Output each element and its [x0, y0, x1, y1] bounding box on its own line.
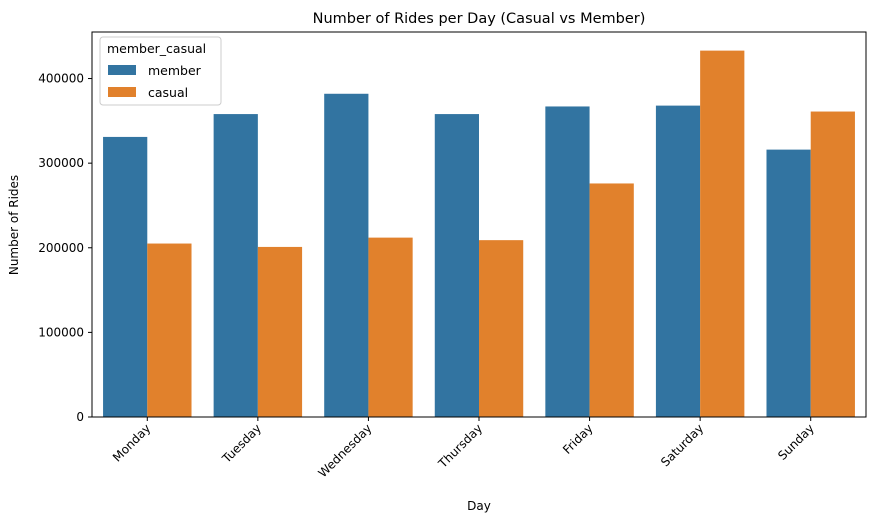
bar-member-wednesday	[324, 93, 369, 418]
bar-casual-saturday	[700, 50, 745, 417]
legend-swatch-member	[108, 65, 136, 75]
y-tick-label: 100000	[38, 325, 84, 339]
x-axis-label: Day	[467, 499, 491, 513]
bar-member-monday	[103, 136, 148, 417]
y-tick-label: 400000	[38, 72, 84, 86]
bar-casual-monday	[147, 243, 192, 417]
legend: member_casual member casual	[99, 36, 222, 106]
legend-label-casual: casual	[148, 85, 188, 100]
bar-member-tuesday	[213, 114, 258, 418]
y-tick-label: 200000	[38, 241, 84, 255]
bar-casual-thursday	[479, 240, 524, 417]
bar-casual-sunday	[810, 111, 855, 418]
chart-title: Number of Rides per Day (Casual vs Membe…	[313, 11, 646, 27]
bar-member-friday	[545, 106, 590, 417]
bar-member-sunday	[766, 149, 811, 417]
bar-member-thursday	[434, 114, 479, 418]
bars-group	[103, 50, 855, 418]
y-axis: 0 100000 200000 300000 400000	[38, 72, 92, 424]
y-axis-label: Number of Rides	[7, 175, 21, 275]
legend-label-member: member	[148, 63, 202, 78]
y-tick-label: 0	[76, 410, 84, 424]
bar-casual-tuesday	[257, 246, 303, 417]
bar-member-saturday	[655, 105, 701, 417]
y-tick-label: 300000	[38, 156, 84, 170]
bar-casual-wednesday	[368, 237, 413, 417]
bar-casual-friday	[589, 183, 634, 417]
legend-swatch-casual	[108, 87, 136, 97]
legend-title: member_casual	[107, 41, 206, 56]
